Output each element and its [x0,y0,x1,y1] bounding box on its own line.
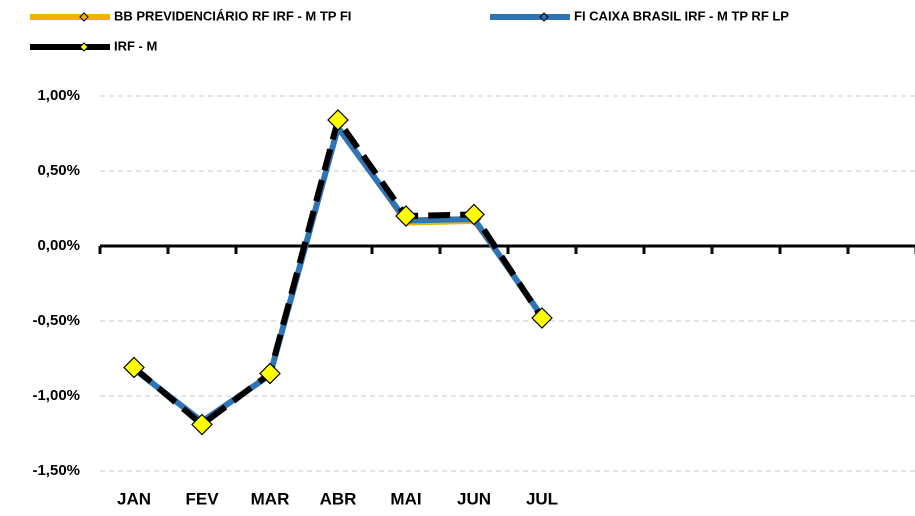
x-tick-label: ABR [320,489,357,508]
y-tick-label: 1,00% [37,87,80,104]
y-tick-label: -1,00% [32,387,80,404]
data-marker [259,362,281,385]
x-tick-label: JAN [117,489,151,508]
legend-marker [79,12,89,22]
data-marker [395,205,417,227]
x-tick-label: MAR [251,489,290,508]
legend-label: FI CAIXA BRASIL IRF - M TP RF LP [574,8,789,23]
legend-label: BB PREVIDENCIÁRIO RF IRF - M TP FI [114,8,351,23]
data-marker [327,109,349,131]
data-marker [531,307,553,329]
x-tick-label: JUL [526,489,558,508]
legend-label: IRF - M [114,38,157,53]
legend-marker [539,12,549,22]
x-tick-label: MAI [390,489,421,508]
data-marker [123,356,145,379]
series-line [132,117,545,428]
x-tick-label: FEV [185,489,219,508]
x-tick-label: JUN [457,489,491,508]
y-tick-label: 0,00% [37,237,80,254]
y-tick-label: -1,50% [32,462,80,479]
legend-marker [79,42,89,52]
series-line [132,124,545,425]
data-marker [191,413,213,436]
data-marker [463,203,485,226]
series-line [132,124,544,424]
y-tick-label: -0,50% [32,312,80,329]
legend: BB PREVIDENCIÁRIO RF IRF - M TP FI FI CAI… [30,8,789,53]
y-tick-label: 0,50% [37,162,80,179]
